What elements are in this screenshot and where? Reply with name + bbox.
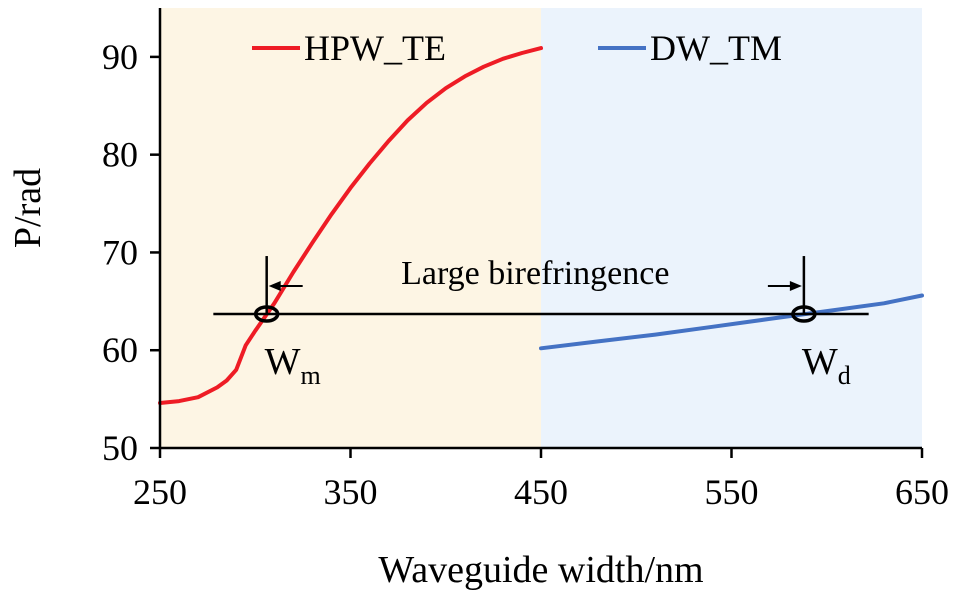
y-tick-label-50: 50: [102, 428, 138, 468]
x-tick-label-650: 650: [895, 472, 949, 512]
legend-label-dw-tm: DW_TM: [650, 28, 782, 68]
x-tick-label-450: 450: [514, 472, 568, 512]
x-tick-label-550: 550: [705, 472, 759, 512]
series-line-dw-tm: [539, 293, 924, 351]
marker-ellipse-m: [253, 305, 280, 323]
x-tick-label-250: 250: [133, 472, 187, 512]
legend: HPW_TE DW_TM: [252, 28, 782, 68]
marker-label-wm: Wm: [265, 341, 321, 390]
background-region-0: [160, 8, 541, 448]
series-line-hpw-te: [158, 46, 543, 405]
y-axis-title: P/rad: [7, 168, 49, 248]
marker-label-subscript-d: d: [838, 361, 851, 390]
marker-ellipse-d: [791, 305, 817, 323]
y-tick-label-80: 80: [102, 135, 138, 175]
y-tick-label-60: 60: [102, 330, 138, 370]
legend-label-hpw-te: HPW_TE: [304, 28, 446, 68]
arrow-head-d: [789, 281, 802, 292]
y-tick-label-70: 70: [102, 232, 138, 272]
series-layer: [158, 46, 924, 405]
background-region-1: [541, 8, 922, 448]
y-tick-label-90: 90: [102, 37, 138, 77]
marker-label-subscript-m: m: [301, 361, 321, 390]
axes: 250 350 450 550 650 50 60 70 80 90: [102, 8, 949, 512]
x-tick-label-350: 350: [324, 472, 378, 512]
annotation-large-birefringence: Large birefringence: [401, 255, 669, 292]
background-regions: [160, 8, 922, 448]
annotation-layer: Large birefringence Wm Wd: [213, 255, 869, 390]
arrow-head-m: [268, 281, 281, 292]
x-axis-title: Waveguide width/nm: [378, 549, 703, 591]
